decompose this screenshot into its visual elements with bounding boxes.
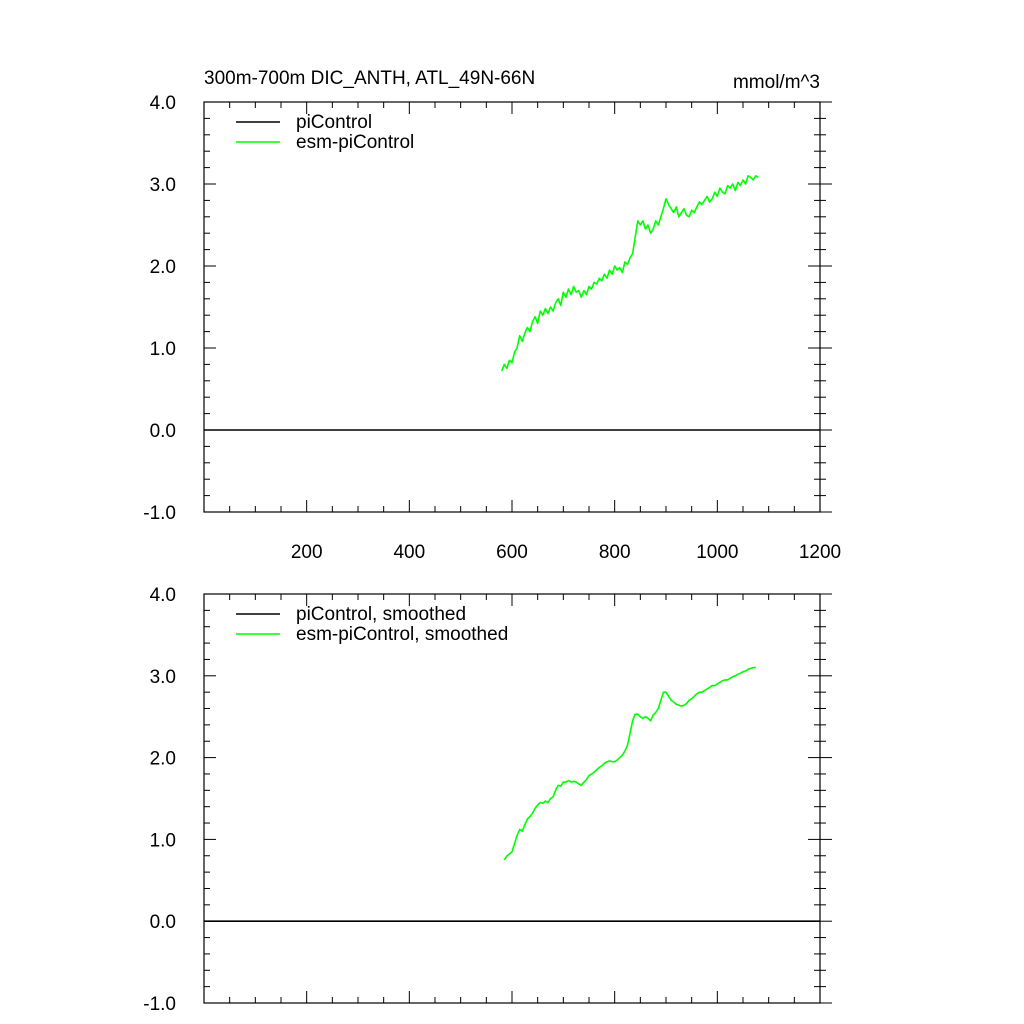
plot-frame bbox=[203, 593, 821, 1004]
y-tick-label: 1.0 bbox=[150, 339, 176, 360]
series-line-esm-picontrol bbox=[503, 666, 756, 861]
y-tick-label: 2.0 bbox=[150, 749, 176, 770]
y-tick-label: 1.0 bbox=[150, 830, 176, 851]
legend-label: esm-piControl, smoothed bbox=[296, 624, 508, 645]
x-tick-label: 1000 bbox=[696, 542, 738, 563]
bottom-panel: -1.0 0.0 1.0 2.0 3.0 4.0 piControl, smoothedes… bbox=[143, 585, 832, 1015]
legend-label: esm-piControl bbox=[296, 132, 414, 153]
y-tick-label: 4.0 bbox=[150, 585, 176, 606]
y-tick-label: -1.0 bbox=[143, 503, 176, 524]
y-tick-label: 3.0 bbox=[150, 667, 176, 688]
x-tick-label: 1200 bbox=[799, 542, 841, 563]
y-tick-label: 3.0 bbox=[150, 175, 176, 196]
y-tick-label: 0.0 bbox=[150, 421, 176, 442]
y-tick-label: 0.0 bbox=[150, 912, 176, 933]
y-tick-label: 2.0 bbox=[150, 257, 176, 278]
x-tick-label: 400 bbox=[393, 542, 425, 563]
x-tick-label: 800 bbox=[599, 542, 631, 563]
legend-label: piControl, smoothed bbox=[296, 604, 466, 625]
figure-title: 300m-700m DIC_ANTH, ATL_49N-66N bbox=[204, 68, 535, 89]
figure-units: mmol/m^3 bbox=[733, 72, 820, 93]
y-tick-label: 4.0 bbox=[150, 93, 176, 114]
plot-frame bbox=[203, 101, 821, 513]
top-panel: 200 400 600 800 1000 1200 -1.0 0.0 1.0 2.0 3.0 4.0 p… bbox=[143, 93, 841, 563]
series-line-esm-picontrol bbox=[500, 175, 759, 372]
x-tick-label: 200 bbox=[291, 542, 323, 563]
x-tick-label: 600 bbox=[496, 542, 528, 563]
y-tick-label: -1.0 bbox=[143, 994, 176, 1015]
legend-label: piControl bbox=[296, 112, 372, 133]
